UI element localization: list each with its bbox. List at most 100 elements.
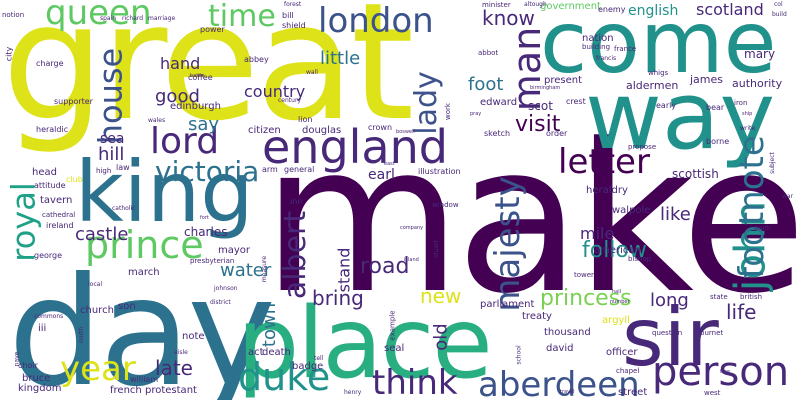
word-local: local (88, 281, 102, 288)
word-whigs: whigs (648, 69, 669, 77)
word-foot: foot (468, 74, 504, 95)
word-year: year (60, 349, 136, 389)
word-order: order (546, 129, 568, 138)
word-road: road (360, 254, 410, 279)
word-kingdom: kingdom (18, 383, 62, 394)
word-birmingham: birmingham (530, 85, 561, 91)
word-majesty: majesty (487, 176, 528, 312)
word-citizen: citizen (248, 125, 281, 136)
word-princess: princess (540, 286, 632, 311)
word-england: england (262, 120, 448, 174)
word-choir: choir (18, 361, 38, 370)
word-school: school (515, 345, 523, 365)
word-royal: royal (4, 182, 43, 262)
word-propose: propose (628, 143, 657, 151)
word-british: british (740, 293, 763, 301)
word-battle: battle (190, 73, 205, 79)
word-heraldry: heraldry (586, 185, 628, 196)
word-note: note (182, 331, 205, 342)
word-little: little (320, 48, 361, 69)
word-castle: castle (75, 224, 129, 245)
word-example: example (388, 310, 397, 341)
word-treaty: treaty (522, 311, 552, 322)
word-state: state (710, 293, 728, 301)
word-officer: officer (606, 347, 638, 358)
word-mary: mary (744, 47, 776, 61)
word-hill: hill (98, 144, 125, 165)
word-col: col (774, 1, 783, 8)
word-write: write (740, 125, 756, 132)
word-iron: iron (734, 99, 748, 107)
word-bill: bill (282, 11, 294, 20)
word-boswell: boswell (396, 129, 415, 135)
word-general: general (284, 165, 315, 174)
word-club: club (66, 175, 83, 184)
word-early: early (656, 101, 677, 110)
word-marriage: marriage (148, 15, 176, 22)
word-coffee: coffee (188, 73, 213, 82)
word-stand: stand (334, 247, 354, 293)
word-tell: tell (314, 355, 324, 362)
word-east: east (384, 161, 395, 167)
word-number: number (610, 299, 630, 305)
word-lion: lion (298, 115, 313, 124)
word-hall: hall (612, 289, 622, 295)
word-country: country (244, 82, 306, 101)
word-enemy: enemy (598, 5, 626, 14)
word-lady: lady (408, 71, 444, 135)
word-west: west (704, 389, 721, 397)
word-abbot: abbot (478, 49, 499, 57)
word-london: london (318, 1, 434, 41)
word-bear: bear (706, 103, 725, 112)
word-law: law (116, 163, 130, 172)
word-cathedral: cathedral (42, 211, 76, 219)
word-island: island (404, 257, 419, 263)
word-say: say (188, 114, 220, 135)
word-north: north (78, 326, 86, 344)
word-prince: prince (85, 223, 204, 267)
word-forest: forest (284, 1, 302, 8)
word-present: present (544, 75, 583, 86)
word-day: day (8, 246, 276, 400)
word-seal: seal (384, 343, 405, 354)
word-crest: crest (566, 97, 586, 106)
word-french: french (110, 385, 142, 396)
word-richard: richard (122, 15, 144, 22)
word-ireland: ireland (46, 221, 74, 230)
word-bruce: bruce (22, 373, 51, 384)
word-work: work (443, 103, 452, 120)
word-francis: francis (596, 55, 617, 62)
word-travel: travel (560, 389, 575, 395)
word-attitude: attitude (34, 181, 66, 190)
word-notion: notion (2, 11, 25, 19)
word-question: question (652, 329, 683, 337)
word-inn: inn (290, 197, 303, 206)
word-aisle: aisle (174, 349, 188, 356)
word-street: street (618, 387, 648, 398)
word-american: american (594, 245, 641, 256)
word-south: south (754, 225, 771, 232)
word-like: like (660, 204, 691, 225)
word-minister: minister (482, 1, 511, 9)
word-english: english (628, 3, 679, 19)
word-henry: henry (344, 389, 362, 396)
word-pray: pray (470, 111, 482, 117)
word-hand: hand (160, 54, 201, 73)
word-abbey: abbey (244, 55, 269, 64)
word-burnet: burnet (700, 329, 724, 337)
word-new: new (420, 284, 462, 308)
word-aldermen: aldermen (626, 79, 679, 92)
word-follow: follow (582, 238, 647, 263)
word-death: death (262, 347, 291, 358)
word-heraldic: heraldic (36, 125, 69, 134)
word-measure: measure (261, 255, 269, 283)
word-george: george (34, 251, 63, 260)
word-nave: nave (13, 351, 21, 367)
word-district: district (210, 299, 231, 306)
word-wales: wales (148, 117, 166, 124)
word-fort: fort (200, 215, 209, 221)
word-ship: ship (742, 111, 753, 117)
word-old: old (430, 323, 452, 351)
word-crown: crown (368, 123, 393, 132)
